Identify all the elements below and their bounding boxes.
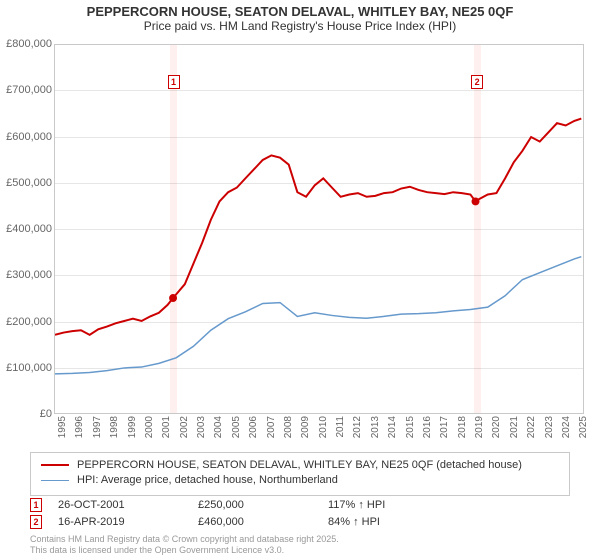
- sales-table: 1 26-OCT-2001£250,000117% ↑ HPI 2 16-APR-20…: [30, 498, 458, 532]
- series-line-hpi: [55, 257, 581, 374]
- legend-item: PEPPERCORN HOUSE, SEATON DELAVAL, WHITLE…: [41, 459, 559, 471]
- x-tick-label: 1998: [109, 416, 120, 438]
- x-tick-label: 2012: [352, 416, 363, 438]
- y-tick-label: £500,000: [6, 177, 52, 189]
- x-tick-label: 1995: [57, 416, 68, 438]
- chart-container: PEPPERCORN HOUSE, SEATON DELAVAL, WHITLE…: [0, 0, 600, 560]
- sale-date: 26-OCT-2001: [58, 499, 198, 511]
- y-tick-label: £200,000: [6, 316, 52, 328]
- x-tick-label: 2022: [526, 416, 537, 438]
- x-tick-label: 2004: [213, 416, 224, 438]
- x-tick-label: 2015: [405, 416, 416, 438]
- y-tick-label: £0: [40, 408, 52, 420]
- x-tick-label: 2010: [318, 416, 329, 438]
- y-tick-label: £700,000: [6, 84, 52, 96]
- x-tick-label: 2000: [144, 416, 155, 438]
- sale-date: 16-APR-2019: [58, 516, 198, 528]
- sale-marker-icon: 1: [30, 498, 42, 512]
- x-tick-label: 2013: [370, 416, 381, 438]
- sale-price: £250,000: [198, 499, 328, 511]
- x-tick-label: 2023: [544, 416, 555, 438]
- x-tick-label: 2014: [387, 416, 398, 438]
- sales-row: 2 16-APR-2019£460,00084% ↑ HPI: [30, 515, 458, 529]
- y-tick-label: £400,000: [6, 223, 52, 235]
- legend-swatch: [41, 464, 69, 466]
- legend-swatch: [41, 480, 69, 481]
- sale-price: £460,000: [198, 516, 328, 528]
- series-line-price_paid: [55, 119, 581, 335]
- x-tick-label: 2002: [179, 416, 190, 438]
- sale-dot: [169, 294, 177, 302]
- x-tick-label: 2017: [439, 416, 450, 438]
- sales-row: 1 26-OCT-2001£250,000117% ↑ HPI: [30, 498, 458, 512]
- legend: PEPPERCORN HOUSE, SEATON DELAVAL, WHITLE…: [30, 452, 570, 496]
- x-tick-label: 2021: [509, 416, 520, 438]
- x-tick-label: 2008: [283, 416, 294, 438]
- x-tick-label: 2009: [300, 416, 311, 438]
- plot-svg: [55, 45, 583, 413]
- sale-pct: 117% ↑ HPI: [328, 499, 458, 511]
- x-tick-label: 2005: [231, 416, 242, 438]
- footer: Contains HM Land Registry data © Crown c…: [30, 534, 339, 556]
- marker-label: 1: [168, 75, 180, 89]
- y-tick-label: £300,000: [6, 269, 52, 281]
- chart-subtitle: Price paid vs. HM Land Registry's House …: [0, 19, 600, 39]
- y-tick-label: £100,000: [6, 362, 52, 374]
- x-tick-label: 2016: [422, 416, 433, 438]
- y-tick-label: £800,000: [6, 38, 52, 50]
- x-tick-label: 1999: [127, 416, 138, 438]
- sale-dot: [472, 197, 480, 205]
- x-tick-label: 2024: [561, 416, 572, 438]
- marker-label: 2: [471, 75, 483, 89]
- x-tick-label: 2025: [578, 416, 589, 438]
- plot-area: 12: [54, 44, 584, 414]
- chart-title: PEPPERCORN HOUSE, SEATON DELAVAL, WHITLE…: [0, 0, 600, 19]
- y-tick-label: £600,000: [6, 131, 52, 143]
- x-tick-label: 2001: [161, 416, 172, 438]
- attribution-line-1: Contains HM Land Registry data © Crown c…: [30, 534, 339, 545]
- x-tick-label: 2006: [248, 416, 259, 438]
- x-tick-label: 2007: [266, 416, 277, 438]
- x-tick-label: 2011: [335, 416, 346, 438]
- sale-marker-icon: 2: [30, 515, 42, 529]
- x-tick-label: 2018: [457, 416, 468, 438]
- attribution-line-2: This data is licensed under the Open Gov…: [30, 545, 339, 556]
- legend-item: HPI: Average price, detached house, Nort…: [41, 474, 559, 486]
- x-tick-label: 1997: [92, 416, 103, 438]
- legend-label: PEPPERCORN HOUSE, SEATON DELAVAL, WHITLE…: [77, 459, 522, 471]
- x-tick-label: 2020: [491, 416, 502, 438]
- legend-label: HPI: Average price, detached house, Nort…: [77, 474, 338, 486]
- x-tick-label: 2003: [196, 416, 207, 438]
- sale-pct: 84% ↑ HPI: [328, 516, 458, 528]
- x-tick-label: 2019: [474, 416, 485, 438]
- x-tick-label: 1996: [74, 416, 85, 438]
